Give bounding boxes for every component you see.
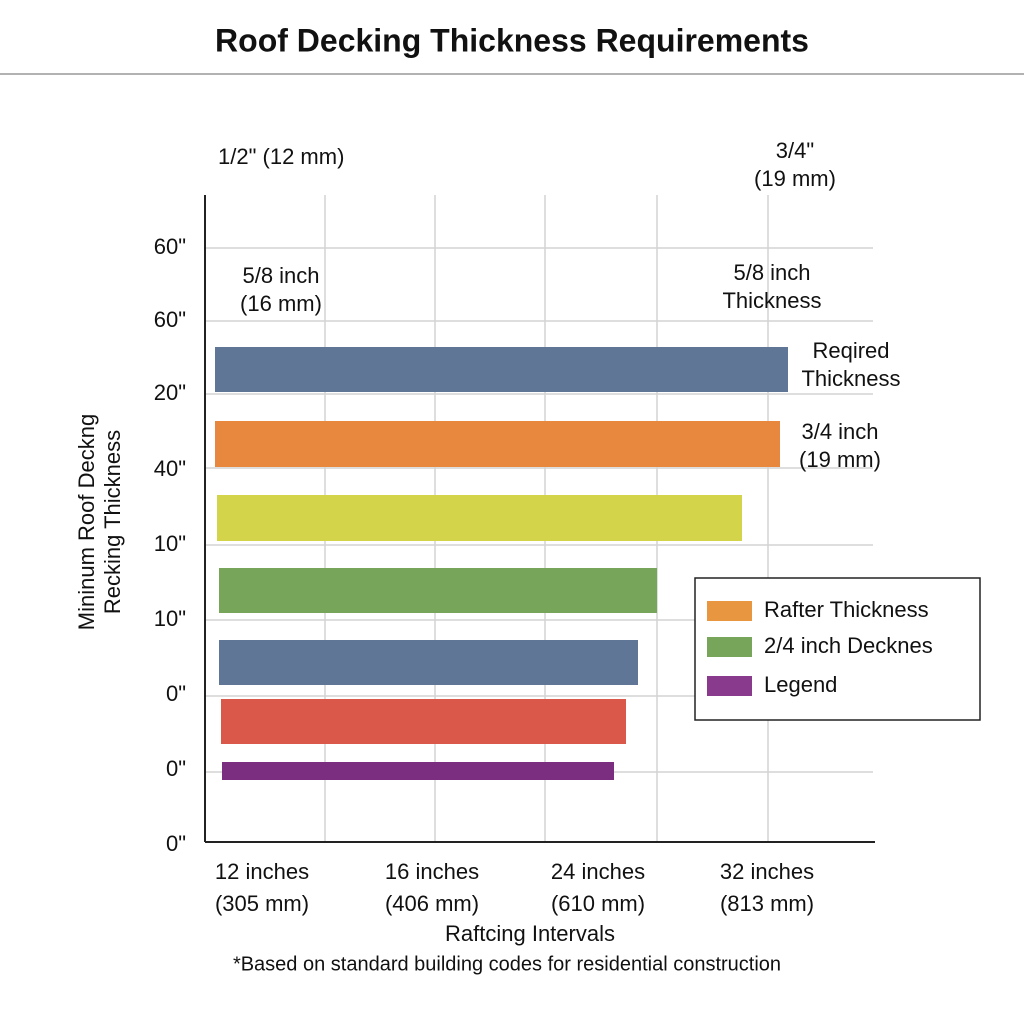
legend-label: Legend <box>764 672 837 697</box>
x-tick-label: 12 inches <box>215 859 309 884</box>
annotation: 3/4 inch <box>801 419 878 444</box>
y-tick-label: 0" <box>166 831 186 856</box>
legend-swatch <box>707 601 752 621</box>
y-tick-label: 20" <box>154 380 186 405</box>
bar <box>215 421 780 467</box>
y-tick-label: 60" <box>154 234 186 259</box>
annotation: (16 mm) <box>240 291 322 316</box>
x-tick-label: (610 mm) <box>551 891 645 916</box>
annotation: Thickness <box>722 288 821 313</box>
y-axis-title-line: Recking Thickness <box>100 430 125 614</box>
bar <box>217 495 742 541</box>
legend-label: Rafter Thickness <box>764 597 929 622</box>
bar <box>219 568 657 613</box>
chart-title: Roof Decking Thickness Requirements <box>215 22 809 58</box>
annotation: Reqired <box>812 338 889 363</box>
x-tick-label: 32 inches <box>720 859 814 884</box>
annotation: 3/4" <box>776 138 814 163</box>
bar <box>222 762 614 780</box>
bars <box>215 347 788 780</box>
footnote: *Based on standard building codes for re… <box>233 953 781 975</box>
y-tick-label: 60" <box>154 307 186 332</box>
x-axis-title: Raftcing Intervals <box>445 921 615 946</box>
bar <box>215 347 788 392</box>
bar <box>219 640 638 685</box>
legend-swatch <box>707 676 752 696</box>
annotation: 1/2" (12 mm) <box>218 144 344 169</box>
y-tick-label: 10" <box>154 606 186 631</box>
annotation: (19 mm) <box>754 166 836 191</box>
y-tick-label: 0" <box>166 681 186 706</box>
legend-label: 2/4 inch Decknes <box>764 633 933 658</box>
x-tick-label: (406 mm) <box>385 891 479 916</box>
bar <box>221 699 626 744</box>
y-tick-label: 0" <box>166 756 186 781</box>
annotation: (19 mm) <box>799 447 881 472</box>
annotation: 5/8 inch <box>733 260 810 285</box>
y-axis-title-line: Mininum Roof Deckng <box>74 414 99 630</box>
annotation: 5/8 inch <box>242 263 319 288</box>
x-tick-label: (813 mm) <box>720 891 814 916</box>
y-tick-label: 10" <box>154 531 186 556</box>
y-tick-label: 40" <box>154 456 186 481</box>
labels: 60" 60" 20" 40" 10" 10" 0" 0" 0" Mininum Roof Dec… <box>74 138 933 975</box>
x-tick-label: (305 mm) <box>215 891 309 916</box>
legend-swatch <box>707 637 752 657</box>
x-tick-label: 24 inches <box>551 859 645 884</box>
x-tick-label: 16 inches <box>385 859 479 884</box>
y-axis-title: Mininum Roof Deckng Recking Thickness <box>74 414 125 630</box>
annotation: Thickness <box>801 366 900 391</box>
